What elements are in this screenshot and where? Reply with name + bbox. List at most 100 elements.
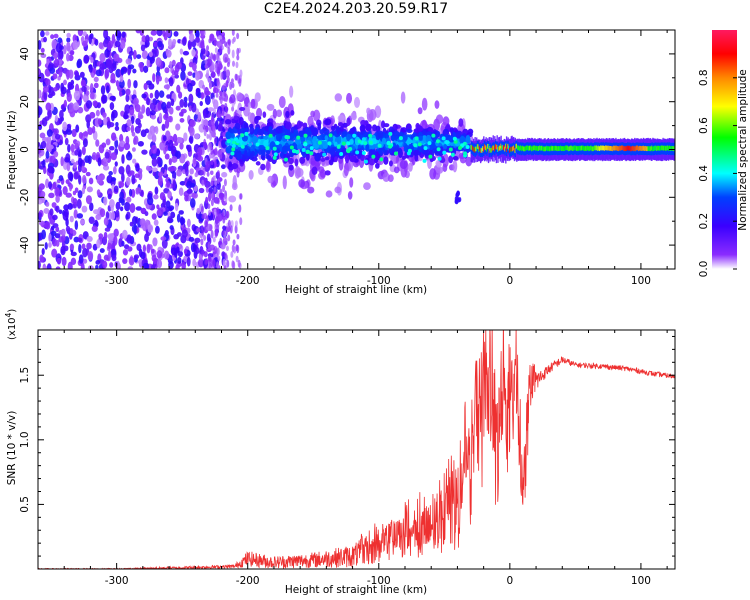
spectrogram-cell — [38, 123, 43, 131]
spectrogram-cell — [47, 108, 52, 118]
spectrogram-cell — [52, 87, 58, 92]
spectrogram-cell — [646, 146, 649, 152]
spectrogram-cell — [479, 148, 482, 153]
spectrogram-cell — [231, 49, 235, 59]
spectrogram-cell — [60, 228, 66, 237]
spectrogram-cell — [301, 147, 306, 152]
spectrogram-cell — [496, 144, 498, 150]
spectrogram-cell — [557, 146, 560, 151]
spectrogram-cell — [154, 89, 160, 100]
spectrogram-cell — [663, 145, 665, 151]
spectrogram-cell — [52, 73, 58, 80]
spectrogram-cell — [206, 69, 210, 77]
spectrogram-cell — [505, 147, 508, 153]
spectrogram-cell — [62, 186, 68, 195]
spectrogram-cell — [521, 145, 524, 151]
spectrogram-cell — [549, 146, 552, 152]
spectrogram-cell — [126, 126, 131, 132]
spectrogram-cell — [119, 140, 126, 148]
spectrogram-cell — [42, 136, 49, 143]
spectrogram-cell — [80, 262, 85, 269]
spectrogram-cell — [58, 67, 63, 78]
spectrogram-cell — [444, 140, 451, 145]
spectrogram-cell — [53, 151, 59, 158]
spectrogram-cell — [593, 145, 596, 151]
spectrogram-cell — [328, 159, 334, 166]
spectrogram-cell — [224, 195, 228, 204]
spectrogram-cell — [450, 152, 455, 157]
spectrogram-cell — [146, 166, 153, 172]
spectrogram-cell — [104, 227, 111, 232]
spectrogram-cell — [575, 146, 578, 151]
spectrogram-cell — [208, 132, 212, 141]
spectrogram-cell — [51, 91, 56, 97]
spectrogram-cell — [569, 145, 572, 151]
spectrogram-cell — [531, 146, 533, 152]
spectrogram-cell — [115, 209, 120, 218]
spectrogram-cell — [205, 49, 209, 56]
spectrogram-cell — [236, 152, 241, 161]
spectrogram-cell — [41, 196, 46, 203]
spectrogram-cell — [47, 165, 54, 174]
spectrogram-cell — [571, 146, 574, 152]
spectrogram-cell — [123, 142, 131, 151]
spectrogram-cell — [361, 137, 366, 142]
spectrogram-cell — [567, 145, 569, 151]
spectrogram-cell — [223, 90, 227, 97]
snr-xtick-label: -300 — [105, 575, 129, 587]
spectrogram-cell — [210, 229, 214, 239]
spectrogram-cell — [64, 208, 69, 218]
spectrogram-cell — [215, 40, 219, 47]
spectrogram-cell — [416, 124, 421, 129]
spectrogram-cell — [54, 187, 60, 197]
spectrogram-cell — [431, 133, 436, 138]
spectrogram-cell — [118, 90, 123, 97]
spectrogram-cell — [77, 157, 83, 167]
spectrogram-cell — [620, 145, 623, 151]
spectrogram-cell — [48, 233, 52, 242]
spectrogram-cell — [239, 217, 243, 226]
spectrogram-cell — [305, 149, 310, 154]
spectrogram-cell — [452, 159, 458, 173]
spectrogram-cell — [564, 146, 566, 152]
spectrogram-cell — [38, 147, 42, 155]
spectrogram-cell — [299, 156, 306, 165]
spectrogram-cell — [363, 141, 368, 146]
spectrogram-cell — [278, 95, 286, 108]
colorbar-tick-label: 0.8 — [698, 69, 710, 86]
spectrogram-cell — [604, 146, 606, 151]
spectrogram-cell — [39, 132, 46, 139]
spectrogram-cell — [212, 97, 216, 105]
spectrogram-cell — [630, 146, 632, 152]
spectrogram-cell — [111, 109, 118, 119]
spectrogram-cell — [133, 97, 139, 106]
spectrogram-cell — [157, 40, 163, 48]
spectrogram-cell — [666, 145, 668, 151]
spectrogram-cell — [249, 153, 254, 159]
spectrogram-cell — [352, 133, 357, 138]
snr-frame — [37, 329, 676, 570]
spectrogram-cell — [635, 145, 638, 151]
spectrogram-cell — [74, 142, 79, 149]
spectrogram-cell — [515, 144, 517, 149]
spectrogram-cell — [38, 183, 45, 190]
spectrogram-cell — [613, 145, 616, 151]
spectrogram-cell — [170, 145, 177, 153]
spectrogram-cell — [81, 40, 88, 47]
spectrogram-cell — [63, 79, 67, 86]
spectrogram-cell — [77, 237, 83, 243]
spectrogram-cell — [70, 158, 75, 164]
spectrogram-cell — [216, 215, 220, 224]
spectrogram-cell — [560, 145, 562, 151]
colorbar-gradient — [712, 30, 737, 269]
spectrogram-cell — [668, 145, 671, 151]
spectrogram-cell — [545, 146, 547, 152]
spectrogram-cell — [126, 234, 132, 244]
spectrogram-cell — [93, 209, 100, 215]
spectrogram-cell — [157, 101, 162, 111]
spectrogram-cell — [251, 156, 258, 162]
spectrogram-cell — [86, 235, 93, 242]
spectrogram-cell — [69, 183, 74, 190]
spectrogram-cell — [660, 145, 662, 151]
